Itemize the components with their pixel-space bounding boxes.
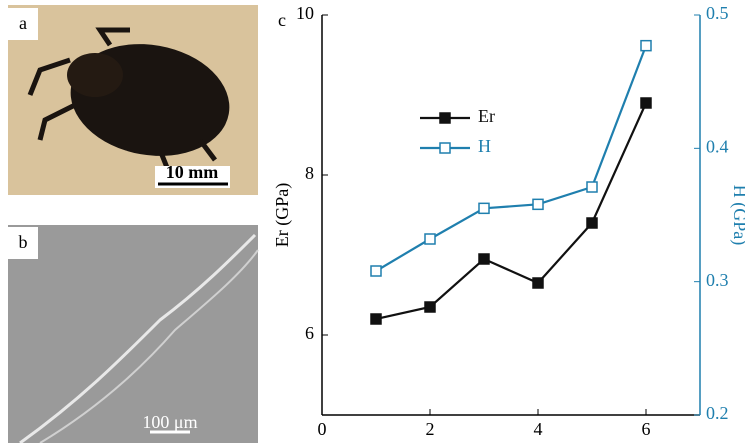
point [479,203,489,213]
legend-label: H [478,136,491,156]
legend-marker [440,143,450,153]
point [425,234,435,244]
point [587,182,597,192]
series-line [376,46,646,271]
scale-label: 10 mm [166,162,219,182]
y2-tick-label: 0.4 [706,136,729,156]
point [371,266,381,276]
panel-label: b [19,232,28,252]
point [425,302,435,312]
photo-b: b 100 μm [8,225,258,443]
y2-axis-label: H (GPa) [729,185,745,246]
point [533,199,543,209]
panel-label: c [278,10,286,30]
point [587,218,597,228]
legend-label: Er [478,106,495,126]
figure: a 10 mm b 100 μm c 0 2 4 6 6 8 10 0.2 0.3 0.4 0.5 E… [0,0,745,443]
x-tick-label: 2 [426,419,435,439]
point [641,98,651,108]
scale-label: 100 μm [142,412,197,432]
y-tick-label: 8 [305,163,314,183]
y-tick-label: 6 [305,323,314,343]
panel-label: a [19,13,27,33]
y2-tick-label: 0.2 [706,403,729,423]
point [371,314,381,324]
photo-a: a 10 mm [8,5,258,195]
x-tick-label: 6 [642,419,651,439]
y-tick-label: 10 [296,3,314,23]
x-tick-label: 4 [534,419,543,439]
point [479,254,489,264]
x-tick-label: 0 [318,419,327,439]
y2-tick-label: 0.5 [706,3,729,23]
point [641,41,651,51]
series-line [376,103,646,319]
legend-marker [440,113,450,123]
point [533,278,543,288]
y2-tick-label: 0.3 [706,270,729,290]
y-axis-label: Er (GPa) [272,183,293,247]
